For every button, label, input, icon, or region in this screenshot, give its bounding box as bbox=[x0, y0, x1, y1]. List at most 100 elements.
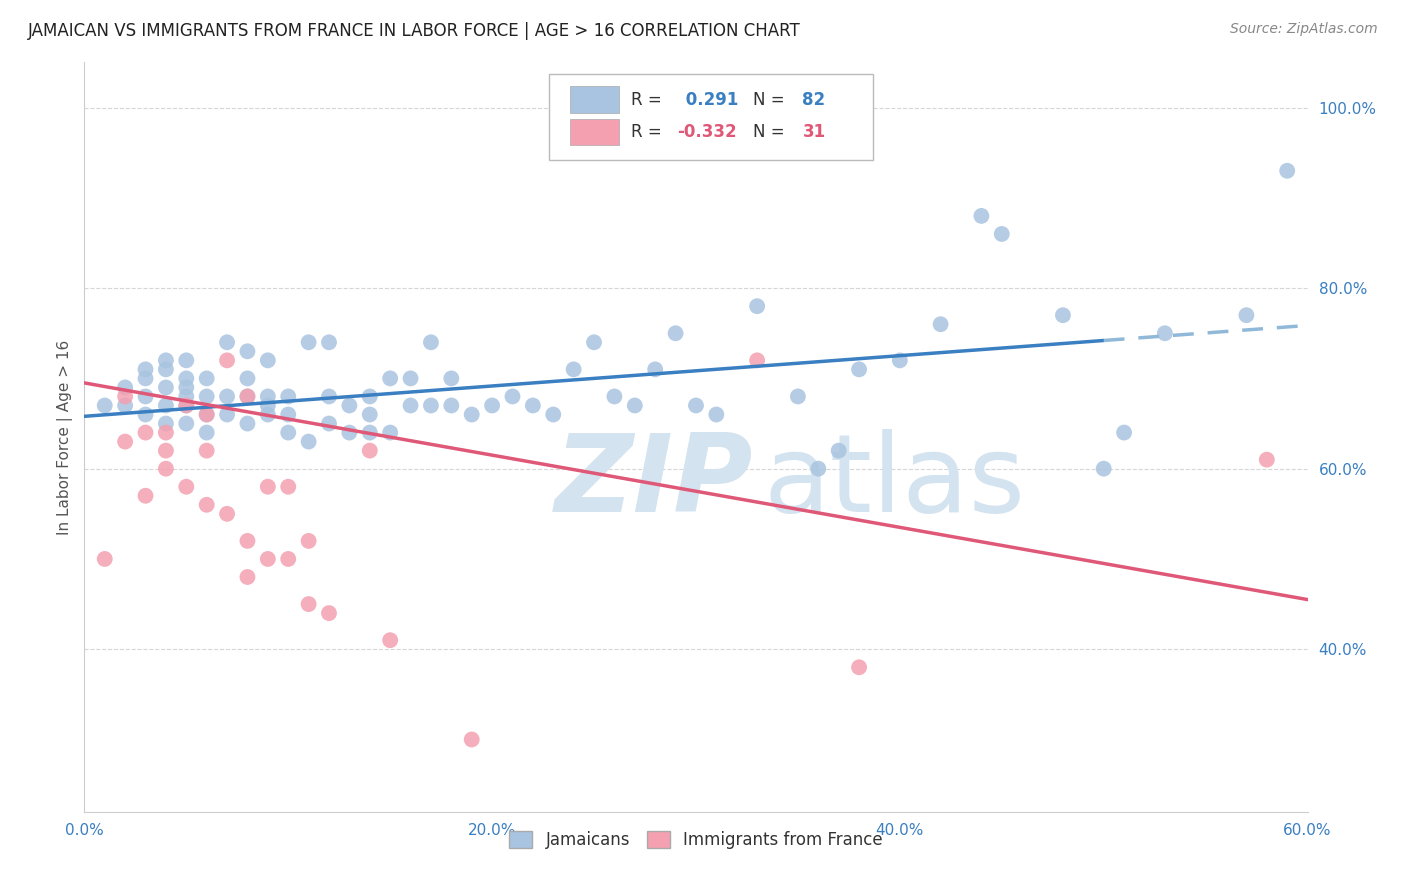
Point bbox=[257, 353, 280, 368]
Point bbox=[461, 732, 484, 747]
Point bbox=[155, 380, 177, 394]
Point bbox=[195, 443, 218, 458]
Point bbox=[339, 399, 361, 413]
Point bbox=[318, 335, 340, 350]
Point bbox=[277, 389, 299, 403]
Point bbox=[114, 434, 136, 449]
Point bbox=[174, 371, 197, 385]
Point bbox=[174, 380, 197, 394]
Point bbox=[174, 389, 197, 403]
Point bbox=[135, 425, 157, 440]
Point bbox=[135, 389, 157, 403]
Legend: Jamaicans, Immigrants from France: Jamaicans, Immigrants from France bbox=[502, 824, 890, 855]
Point bbox=[257, 552, 280, 566]
Point bbox=[1052, 308, 1074, 322]
Point bbox=[339, 425, 361, 440]
Point bbox=[359, 389, 381, 403]
Text: R =: R = bbox=[631, 123, 666, 141]
Point bbox=[236, 533, 259, 548]
Point bbox=[399, 371, 422, 385]
Point bbox=[174, 399, 197, 413]
Point bbox=[277, 408, 299, 422]
Point bbox=[1277, 163, 1299, 178]
Point bbox=[155, 425, 177, 440]
Point bbox=[236, 371, 259, 385]
Point bbox=[522, 399, 544, 413]
Point bbox=[195, 498, 218, 512]
Point bbox=[848, 362, 870, 376]
Point bbox=[318, 417, 340, 431]
Point bbox=[155, 443, 177, 458]
Point bbox=[747, 353, 769, 368]
Point bbox=[195, 371, 218, 385]
Point bbox=[155, 362, 177, 376]
Point bbox=[685, 399, 707, 413]
Point bbox=[706, 408, 728, 422]
Point bbox=[298, 335, 321, 350]
Point bbox=[236, 344, 259, 359]
Bar bbox=[569, 87, 619, 112]
Text: atlas: atlas bbox=[763, 429, 1025, 535]
Text: 31: 31 bbox=[803, 123, 825, 141]
Text: 0.291: 0.291 bbox=[681, 91, 738, 109]
Point bbox=[114, 399, 136, 413]
Point bbox=[298, 533, 321, 548]
Point bbox=[298, 434, 321, 449]
Point bbox=[787, 389, 810, 403]
Point bbox=[257, 389, 280, 403]
Point bbox=[135, 371, 157, 385]
Point bbox=[889, 353, 911, 368]
Point bbox=[236, 389, 259, 403]
Point bbox=[155, 417, 177, 431]
Point bbox=[195, 408, 218, 422]
Point bbox=[603, 389, 626, 403]
Text: ZIP: ZIP bbox=[555, 429, 754, 535]
Point bbox=[359, 408, 381, 422]
Point bbox=[195, 389, 218, 403]
Point bbox=[399, 399, 422, 413]
Point bbox=[174, 399, 197, 413]
Bar bbox=[569, 119, 619, 145]
Point bbox=[298, 597, 321, 611]
Text: Source: ZipAtlas.com: Source: ZipAtlas.com bbox=[1230, 22, 1378, 37]
Point bbox=[195, 425, 218, 440]
Point bbox=[481, 399, 503, 413]
Point bbox=[114, 389, 136, 403]
Point bbox=[174, 480, 197, 494]
Point bbox=[359, 425, 381, 440]
Text: N =: N = bbox=[754, 123, 790, 141]
FancyBboxPatch shape bbox=[550, 74, 873, 160]
Point bbox=[1092, 461, 1115, 475]
Point bbox=[236, 389, 259, 403]
Point bbox=[93, 399, 115, 413]
Point bbox=[848, 660, 870, 674]
Point bbox=[155, 399, 177, 413]
Point bbox=[624, 399, 647, 413]
Point bbox=[257, 408, 280, 422]
Point bbox=[747, 299, 769, 313]
Point bbox=[277, 425, 299, 440]
Point bbox=[828, 443, 851, 458]
Text: 82: 82 bbox=[803, 91, 825, 109]
Point bbox=[174, 417, 197, 431]
Point bbox=[217, 507, 239, 521]
Point bbox=[440, 371, 463, 385]
Point bbox=[155, 353, 177, 368]
Point bbox=[380, 425, 402, 440]
Point bbox=[1256, 452, 1278, 467]
Point bbox=[1236, 308, 1258, 322]
Point bbox=[380, 371, 402, 385]
Point bbox=[359, 443, 381, 458]
Point bbox=[135, 408, 157, 422]
Text: -0.332: -0.332 bbox=[678, 123, 737, 141]
Point bbox=[135, 489, 157, 503]
Point bbox=[135, 362, 157, 376]
Point bbox=[217, 389, 239, 403]
Point bbox=[93, 552, 115, 566]
Point bbox=[502, 389, 524, 403]
Point bbox=[644, 362, 666, 376]
Point bbox=[807, 461, 830, 475]
Point bbox=[583, 335, 606, 350]
Point bbox=[277, 480, 299, 494]
Point bbox=[929, 317, 952, 331]
